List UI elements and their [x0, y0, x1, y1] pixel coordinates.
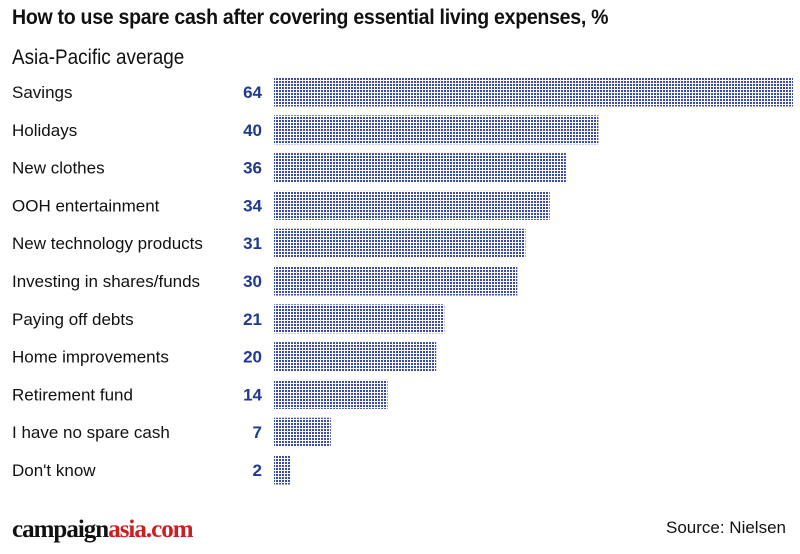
category-label-6: Paying off debts	[12, 310, 134, 329]
category-label-5: Investing in shares/funds	[12, 272, 200, 291]
category-label-8: Retirement fund	[12, 385, 133, 404]
category-label-1: Holidays	[12, 121, 77, 140]
value-label-5: 30	[243, 272, 262, 291]
value-label-2: 36	[243, 159, 262, 178]
value-label-0: 64	[243, 83, 262, 102]
campaignasia-logo[interactable]: campaignasia.com	[12, 516, 194, 544]
value-label-1: 40	[243, 121, 262, 140]
value-label-9: 7	[253, 423, 262, 442]
value-label-6: 21	[243, 310, 262, 329]
category-label-2: New clothes	[12, 159, 105, 178]
source-note: Source: Nielsen	[665, 518, 786, 537]
logo-text-asia: asia.com	[108, 516, 193, 543]
category-labels: Savings Holidays New clothes OOH entertainm…	[12, 83, 203, 480]
category-label-4: New technology products	[12, 234, 203, 253]
bar-0	[274, 77, 793, 107]
bars-group	[274, 77, 793, 485]
bar-10	[274, 455, 291, 485]
chart-title: How to use spare cash after covering ess…	[12, 6, 609, 29]
bar-7	[274, 342, 437, 372]
category-label-10: Don't know	[12, 461, 96, 480]
category-label-0: Savings	[12, 83, 72, 102]
bar-2	[274, 153, 566, 183]
bar-6	[274, 304, 445, 334]
bar-3	[274, 190, 550, 220]
logo-text-campaign: campaign	[12, 516, 109, 543]
value-label-4: 31	[243, 234, 262, 253]
bar-8	[274, 379, 388, 409]
value-label-10: 2	[253, 461, 262, 480]
bar-5	[274, 266, 518, 296]
chart-subtitle: Asia-Pacific average	[12, 46, 185, 69]
bar-1	[274, 115, 599, 145]
category-label-7: Home improvements	[12, 348, 169, 367]
category-label-3: OOH entertainment	[12, 196, 160, 215]
bar-9	[274, 417, 331, 447]
value-label-8: 14	[243, 385, 262, 404]
value-label-3: 34	[243, 196, 262, 215]
category-label-9: I have no spare cash	[12, 423, 170, 442]
bar-4	[274, 228, 526, 258]
value-labels: 64 40 36 34 31 30 21 20 14 7 2	[243, 83, 262, 480]
value-label-7: 20	[243, 348, 262, 367]
